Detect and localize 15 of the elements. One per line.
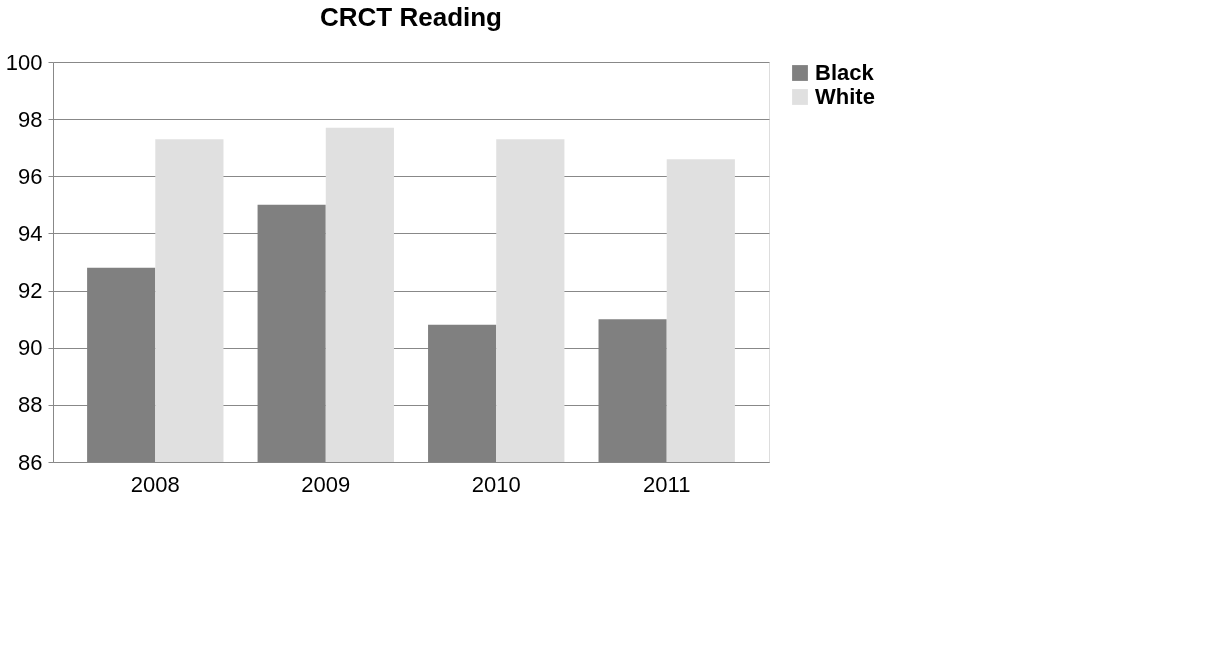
legend-label: White	[815, 84, 875, 109]
y-tick-label: 90	[18, 335, 43, 361]
y-tick-label: 88	[18, 392, 43, 418]
y-tick-label: 86	[18, 449, 43, 475]
y-tick-label: 96	[18, 163, 43, 189]
y-tick-label: 98	[18, 106, 43, 132]
x-tick-label: 2009	[301, 471, 351, 497]
x-tick-label: 2008	[130, 471, 180, 497]
y-tick-label: 100	[5, 49, 43, 75]
x-tick-label: 2010	[471, 471, 521, 497]
legend-label: Black	[815, 60, 875, 85]
y-tick-label: 94	[18, 220, 43, 246]
chart-title: CRCT Reading	[320, 2, 502, 32]
x-tick-label: 2011	[643, 471, 691, 497]
y-tick-label: 92	[18, 278, 43, 304]
